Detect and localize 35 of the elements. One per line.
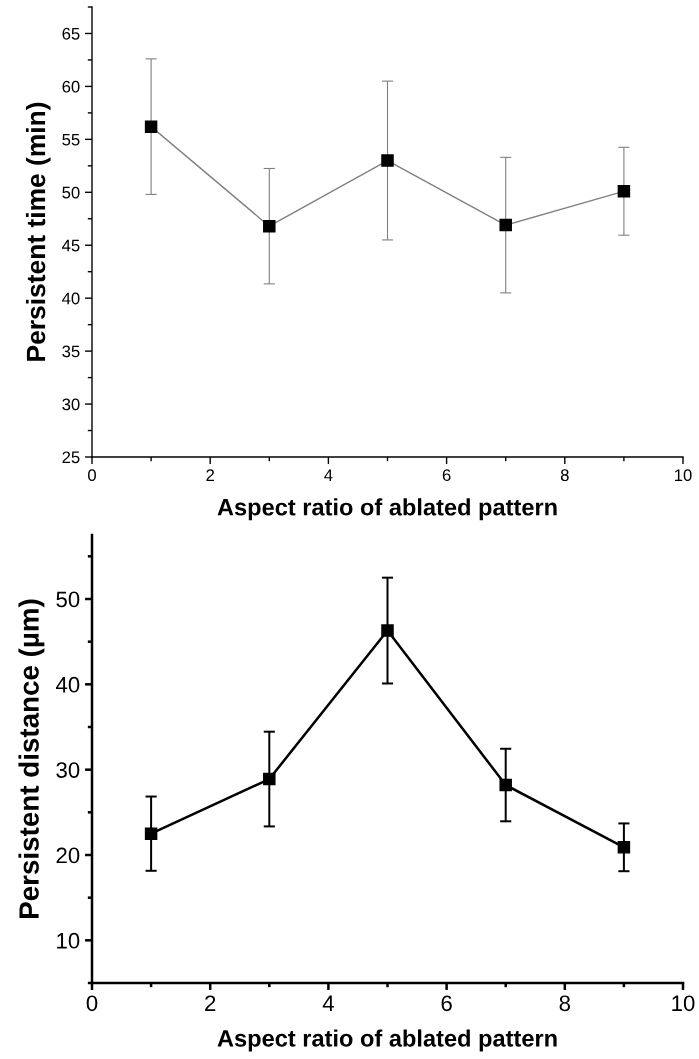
point [617, 841, 631, 854]
point [144, 827, 158, 840]
y-axis-title: Persistent time (min) [25, 102, 51, 361]
x-tick-label: 10 [675, 469, 692, 482]
y-tick-label: 10 [57, 932, 80, 949]
x-tick-label: 2 [206, 469, 214, 481]
point [381, 624, 394, 637]
y-tick-label: 40 [62, 292, 80, 305]
y-tick-label: 45 [62, 239, 80, 252]
x-axis-title: Aspect ratio of ablated pattern [217, 1029, 557, 1052]
y-tick-label: 50 [56, 591, 80, 608]
y-tick-label: 55 [62, 133, 80, 146]
y-tick-label: 25 [62, 451, 80, 464]
y-tick-label: 35 [62, 345, 80, 358]
point [263, 772, 276, 786]
y-tick-label: 20 [56, 847, 80, 864]
x-tick-label: 8 [559, 995, 571, 1012]
x-tick-label: 0 [88, 469, 96, 482]
y-axis-title: Persistent distance (µm) [18, 599, 45, 918]
x-tick-label: 6 [441, 995, 452, 1012]
x-tick-label: 8 [560, 469, 569, 482]
y-tick-label: 30 [62, 398, 80, 411]
x-tick-label: 4 [324, 469, 333, 481]
y-tick-label: 60 [62, 80, 80, 93]
x-tick-label: 10 [672, 995, 695, 1012]
y-tick-label: 65 [62, 27, 80, 40]
y-tick-label: 50 [62, 186, 80, 199]
y-tick-label: 40 [55, 676, 80, 693]
x-axis-title: Aspect ratio of ablated pattern [217, 498, 557, 521]
x-tick-label: 4 [322, 995, 334, 1011]
x-tick-label: 6 [442, 469, 451, 482]
x-tick-label: 0 [86, 995, 98, 1012]
y-tick-label: 30 [56, 762, 80, 778]
x-tick-label: 2 [205, 995, 216, 1011]
point [499, 778, 512, 792]
